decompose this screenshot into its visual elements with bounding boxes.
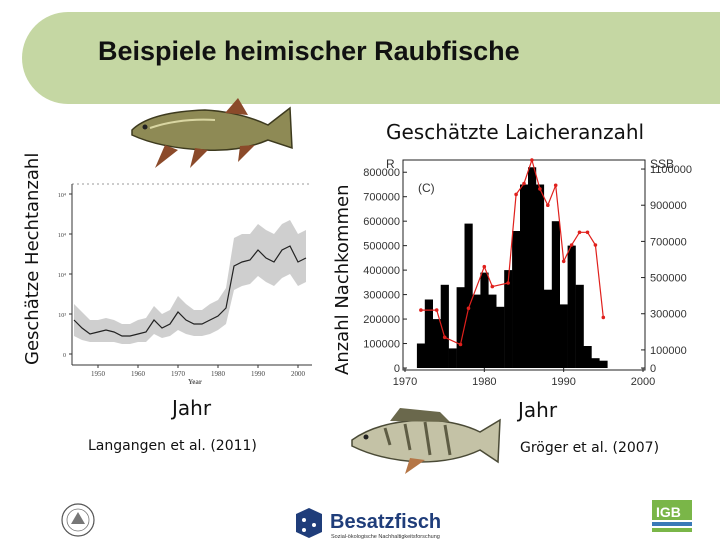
ssb-point: [466, 306, 471, 311]
right-chart-xlabel: Jahr: [518, 398, 558, 422]
recruit-bar: [528, 167, 537, 368]
recruit-bar: [448, 348, 457, 368]
right-chart-right-axis-label: SSB: [650, 157, 674, 171]
right-citation: Gröger et al. (2007): [520, 440, 660, 456]
left-y-tick-label: 10³: [58, 313, 66, 319]
ssb-line: [420, 157, 604, 346]
right-y2-tick-label: 500000: [650, 273, 687, 285]
left-x-tick-label: 2000: [291, 370, 306, 378]
right-y-tick-label: 400000: [363, 265, 400, 277]
recruit-bar: [424, 299, 433, 368]
right-y2-tick-label: 1100000: [650, 164, 692, 176]
recruit-bar: [559, 304, 568, 368]
right-y-tick-label: 500000: [363, 241, 400, 253]
university-seal-icon: [61, 503, 95, 537]
recruit-bar: [567, 245, 576, 368]
right-y2-tick-label: 700000: [650, 236, 687, 248]
recruit-bar: [543, 289, 552, 368]
left-x-tick-label: 1960: [131, 370, 146, 378]
zander-fish-icon: [351, 408, 501, 474]
recruit-bar: [432, 319, 441, 368]
recruit-bar: [512, 231, 521, 368]
right-chart-left-axis-label: R: [386, 157, 395, 171]
recruit-bar: [480, 272, 489, 368]
ssb-point: [419, 308, 423, 312]
left-x-tick-label: 1980: [211, 370, 226, 378]
right-x-tick-label: 2000: [631, 376, 655, 388]
recruit-bar: [535, 184, 545, 368]
left-y-tick-label: 10⁴: [58, 273, 66, 279]
right-chart-panel-label: (C): [418, 181, 435, 195]
right-y-tick-label: 200000: [363, 314, 400, 326]
ssb-point: [546, 203, 550, 207]
right-y2-tick-label: 100000: [650, 345, 687, 357]
left-chart-x-axis-title: Year: [188, 378, 202, 386]
ssb-point: [442, 335, 447, 340]
pike-fish-icon: [131, 98, 293, 168]
left-y-tick-label: 10⁴: [58, 193, 66, 199]
left-x-tick-label: 1970: [171, 370, 186, 378]
ssb-point: [601, 315, 606, 320]
recruit-bar: [472, 294, 481, 368]
ssb-point: [577, 230, 582, 235]
recruit-bar: [575, 284, 584, 368]
ssb-point: [530, 158, 534, 162]
left-chart-xlabel: Jahr: [172, 396, 212, 420]
ssb-point: [458, 342, 463, 347]
right-y-tick-label: 0: [394, 363, 400, 375]
recruit-bar: [591, 358, 600, 368]
left-x-tick-label: 1950: [91, 370, 106, 378]
ssb-point: [561, 259, 566, 264]
right-chart-caption: Geschätzte Laicheranzahl: [386, 120, 645, 144]
besatzfisch-logo-text: Besatzfisch: [330, 511, 441, 533]
ssb-point: [585, 230, 590, 235]
recruit-bar: [520, 184, 529, 368]
right-y2-tick-label: 900000: [650, 200, 687, 212]
right-y-tick-label: 800000: [363, 167, 400, 179]
ssb-point: [506, 281, 510, 285]
left-citation: Langangen et al. (2011): [88, 438, 257, 454]
left-y-tick-label: 0: [63, 353, 66, 359]
recruit-bar: [488, 294, 497, 368]
recruit-bar: [504, 270, 513, 368]
recruit-bar: [496, 306, 505, 368]
igb-logo-icon: IGB: [652, 500, 692, 532]
besatzfisch-logo-icon: [296, 508, 322, 538]
right-x-tick-label: 1990: [551, 376, 575, 388]
ssb-point: [434, 308, 439, 312]
ssb-point: [522, 181, 526, 186]
left-y-tick-label: 10⁴: [58, 233, 66, 239]
right-y-tick-label: 100000: [363, 339, 400, 351]
besatzfisch-logo-subtitle: Sozial-ökologische Nachhaltigkeitsforsch…: [331, 534, 440, 540]
right-x-tick-label: 1970: [393, 376, 417, 388]
left-abundance-line: [73, 245, 307, 337]
ssb-point: [538, 187, 542, 191]
recruit-bar: [456, 287, 465, 368]
right-y2-tick-label: 300000: [650, 309, 687, 321]
igb-logo-text: IGB: [656, 504, 681, 520]
recruit-bar: [583, 346, 592, 368]
ssb-point: [569, 243, 574, 247]
right-x-tick-label: 1980: [472, 376, 496, 388]
recruit-bar: [551, 221, 560, 368]
ssb-point: [553, 183, 558, 188]
right-y-tick-label: 300000: [363, 290, 400, 302]
ssb-point: [514, 192, 518, 197]
left-x-tick-label: 1990: [251, 370, 266, 378]
right-chart-frame: [402, 159, 646, 371]
recruit-bar: [599, 360, 608, 368]
right-y2-tick-label: 0: [650, 363, 656, 375]
slide-title: Beispiele heimischer Raubfische: [98, 36, 520, 66]
ssb-point: [482, 264, 487, 269]
ssb-point: [593, 243, 598, 247]
recruit-bar: [440, 284, 449, 368]
title-banner: [22, 12, 720, 104]
ssb-point: [490, 284, 495, 289]
right-y-tick-label: 600000: [363, 216, 400, 228]
left-confidence-band: [74, 220, 306, 344]
recruit-bar: [464, 223, 473, 368]
right-y-tick-label: 700000: [363, 192, 400, 204]
recruit-bar: [416, 343, 426, 368]
